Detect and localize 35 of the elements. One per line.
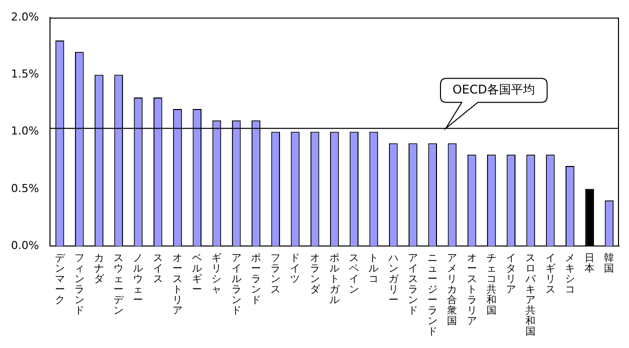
x-tick-label: アイスランド [408, 252, 418, 316]
x-tick-label: イギリス [545, 252, 556, 296]
x-tick-label: イタリア [506, 252, 516, 296]
x-tick-label: スウェーデン [114, 252, 125, 316]
x-tick-label: アイルランド [231, 252, 242, 316]
x-tick-label: ノルウェー [133, 252, 144, 306]
x-tick-label: フィンランド [74, 252, 84, 316]
ref-line-label: OECD各国平均 [452, 82, 536, 96]
x-tick-label: ポルトガル [329, 252, 340, 306]
x-tick-label: メキシコ [564, 252, 575, 296]
x-tick-label: オーストリア [172, 252, 182, 316]
x-tick-label: スペイン [349, 252, 360, 296]
x-tick-label: トルコ [368, 252, 379, 285]
x-tick-label: ギリシャ [212, 252, 222, 296]
x-tick-label: フランス [270, 252, 281, 296]
y-tick-label: 1.0% [10, 124, 39, 138]
x-tick-label: カナダ [94, 252, 105, 285]
x-tick-label: アメリカ合衆国 [447, 252, 458, 327]
x-tick-label: スロバキア共和国 [524, 252, 537, 338]
x-tick-label: ドイツ [290, 252, 300, 285]
x-tick-label: ハンガリー [387, 252, 400, 306]
x-tick-label: 日本 [584, 252, 595, 274]
y-tick-label: 0.5% [10, 182, 39, 195]
y-tick-label: 1.5% [10, 68, 39, 81]
x-tick-label: ポーランド [250, 252, 261, 306]
x-tick-label: デンマーク [54, 252, 66, 306]
x-tick-label: オランダ [310, 252, 321, 296]
y-tick-label: 0.0% [10, 238, 39, 252]
y-tick-label: 2.0% [10, 10, 39, 24]
x-tick-label: スイス [152, 252, 163, 285]
x-tick-label: ニュージーランド [428, 252, 438, 338]
x-tick-label: オーストラリア [466, 252, 477, 327]
x-tick-label: ベルギー [192, 252, 202, 296]
x-tick-label: チェコ共和国 [486, 252, 496, 316]
x-tick-label: 韓国 [604, 252, 614, 274]
